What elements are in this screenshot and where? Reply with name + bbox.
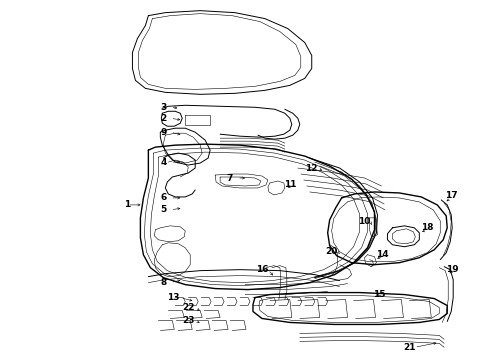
Text: 13: 13 [167, 293, 179, 302]
Text: 23: 23 [182, 316, 195, 325]
Text: 9: 9 [160, 128, 167, 137]
Text: 12: 12 [305, 163, 318, 172]
Text: 2: 2 [160, 114, 167, 123]
Text: 10: 10 [358, 217, 371, 226]
Text: 21: 21 [403, 343, 416, 352]
Text: 3: 3 [160, 103, 167, 112]
Text: 16: 16 [256, 265, 268, 274]
Text: 19: 19 [446, 265, 459, 274]
Text: 20: 20 [325, 247, 338, 256]
Text: 5: 5 [160, 206, 167, 215]
Text: 17: 17 [445, 192, 458, 201]
Text: 6: 6 [160, 193, 167, 202]
Text: 11: 11 [284, 180, 296, 189]
Text: 14: 14 [376, 250, 389, 259]
Text: 4: 4 [160, 158, 167, 167]
Text: 15: 15 [373, 290, 386, 299]
Text: 18: 18 [421, 223, 434, 232]
Text: 8: 8 [160, 278, 167, 287]
Text: 7: 7 [227, 174, 233, 183]
Text: 1: 1 [124, 201, 130, 210]
Text: 22: 22 [182, 303, 195, 312]
